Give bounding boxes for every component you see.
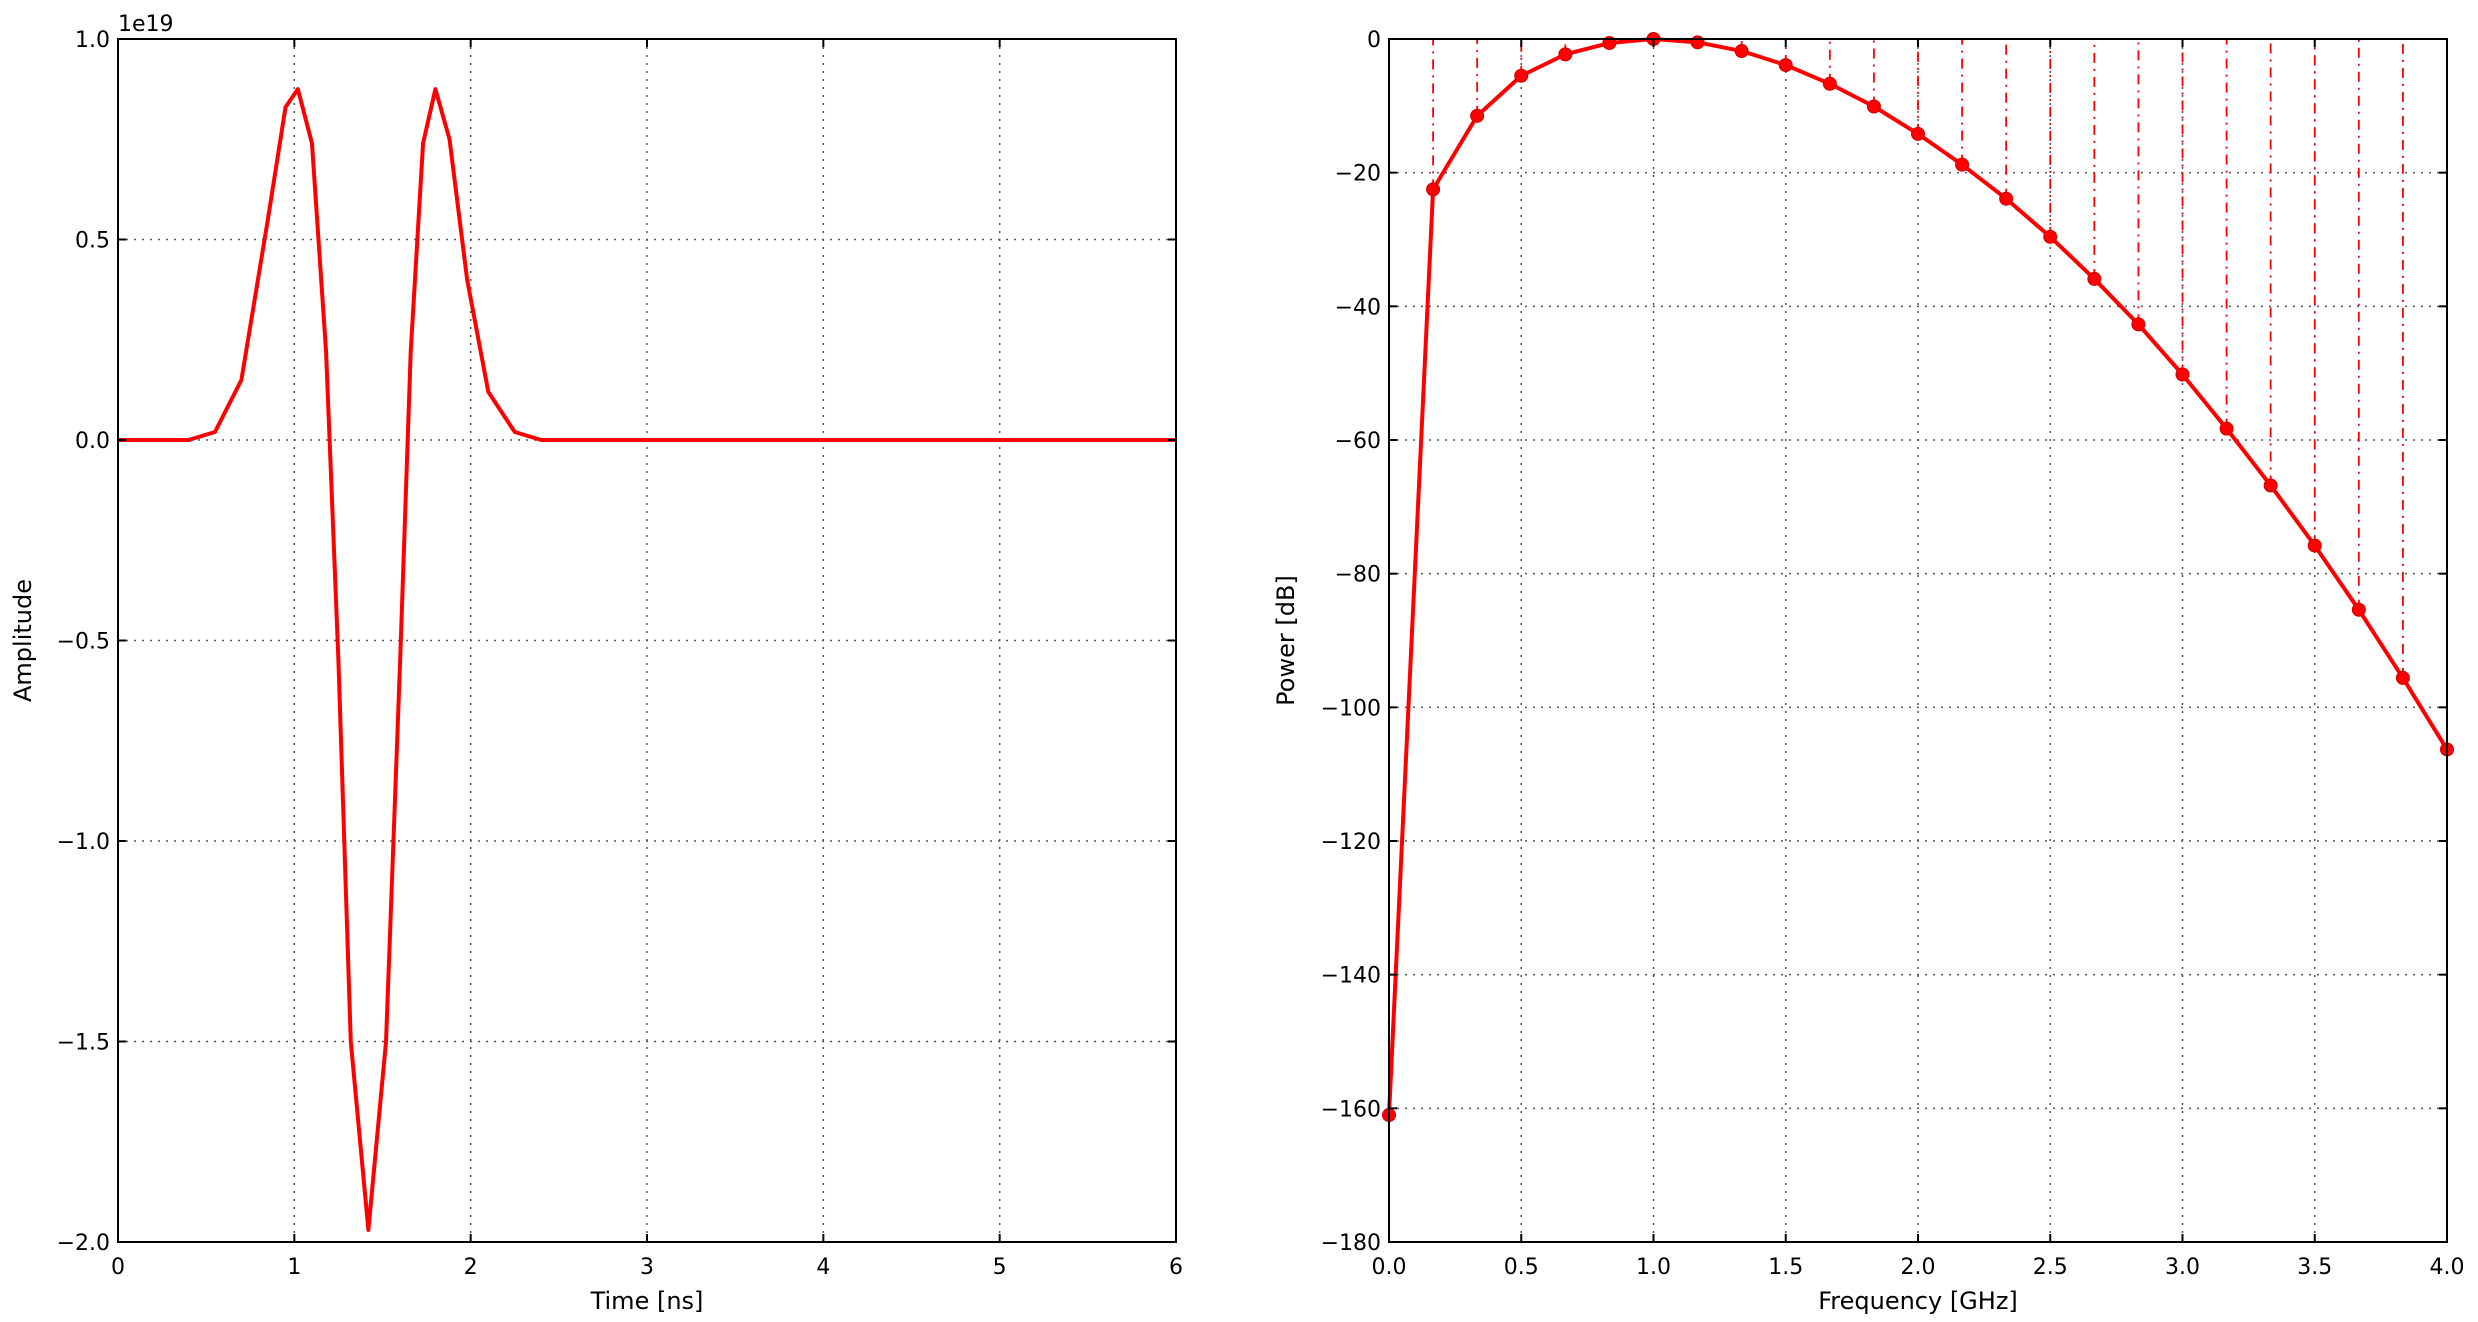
x-tick-label: 0.0 <box>1372 1255 1407 1280</box>
x-tick-label: 2.5 <box>2033 1255 2068 1280</box>
power-spectrum-markers <box>1382 32 2454 1123</box>
data-point <box>2351 602 2366 617</box>
data-point <box>1999 191 2014 206</box>
data-point <box>1558 47 1573 62</box>
y-tick-label: 0 <box>1367 28 1381 53</box>
data-point <box>1470 108 1485 123</box>
data-point <box>1955 157 1970 172</box>
data-point <box>1866 99 1881 114</box>
y-tick-label: 0.5 <box>75 229 110 254</box>
time-domain-chart: 0 1 2 3 4 5 6 −2.0 −1.5 −1.0 −0.5 0.0 0.5 1.0 1e19 Ti… <box>9 12 1183 1315</box>
data-point <box>2219 421 2234 436</box>
y-tick-label: −180 <box>1321 1231 1381 1256</box>
y-tick-label: −20 <box>1335 162 1381 187</box>
x-tick-label: 3.5 <box>2297 1255 2332 1280</box>
frequency-domain-chart: 0.0 0.5 1.0 1.5 2.0 2.5 3.0 3.5 4.0 −180 −160 −140 −… <box>1272 28 2465 1315</box>
y-tick-label: 0.0 <box>75 429 110 454</box>
x-tick-label: 1.5 <box>1768 1255 1803 1280</box>
x-tick-label: 5 <box>993 1255 1007 1280</box>
y-axis-label: Power [dB] <box>1272 575 1300 706</box>
y-tick-label: −140 <box>1321 964 1381 989</box>
data-point <box>1911 126 1925 141</box>
time-ticks: 0 1 2 3 4 5 6 −2.0 −1.5 −1.0 −0.5 0.0 0.5 1.0 <box>57 28 1183 1280</box>
x-tick-label: 0 <box>111 1255 125 1280</box>
data-point <box>2395 670 2410 685</box>
y-tick-label: −0.5 <box>57 630 110 655</box>
x-axis-label: Time [ns] <box>590 1287 704 1315</box>
x-tick-label: 1.0 <box>1636 1255 1671 1280</box>
data-point <box>2087 271 2102 286</box>
data-point <box>1734 44 1749 59</box>
y-tick-label: −80 <box>1335 563 1381 588</box>
y-tick-label: −100 <box>1321 696 1381 721</box>
y-tick-label: 1.0 <box>75 28 110 53</box>
frequency-grid <box>1388 38 2448 1243</box>
data-point <box>1690 35 1705 50</box>
y-tick-label: −1.5 <box>57 1031 110 1056</box>
x-tick-label: 4 <box>816 1255 830 1280</box>
y-tick-label: −60 <box>1335 429 1381 454</box>
data-point <box>1778 58 1793 73</box>
x-tick-label: 2 <box>464 1255 478 1280</box>
data-point <box>1514 68 1529 83</box>
y-tick-label: −2.0 <box>57 1231 110 1256</box>
data-point <box>1426 182 1441 197</box>
y-tick-label: −160 <box>1321 1097 1381 1122</box>
data-point <box>2131 317 2146 332</box>
x-tick-label: 2.0 <box>1901 1255 1936 1280</box>
data-point <box>2263 478 2278 493</box>
time-grid <box>117 38 1177 1243</box>
x-axis-label: Frequency [GHz] <box>1818 1287 2018 1315</box>
x-tick-label: 1 <box>287 1255 301 1280</box>
y-tick-label: −40 <box>1335 295 1381 320</box>
x-tick-label: 3 <box>640 1255 654 1280</box>
pulse-waveform-line <box>118 87 1176 1232</box>
y-tick-label: −120 <box>1321 830 1381 855</box>
x-tick-label: 4.0 <box>2430 1255 2465 1280</box>
y-axis-label: Amplitude <box>9 579 37 702</box>
frequency-ticks: 0.0 0.5 1.0 1.5 2.0 2.5 3.0 3.5 4.0 −180 −160 −140 −… <box>1321 28 2465 1280</box>
x-tick-label: 3.0 <box>2165 1255 2200 1280</box>
data-point <box>1822 76 1837 91</box>
data-point <box>2175 367 2190 382</box>
data-point <box>2043 229 2058 244</box>
x-tick-label: 6 <box>1169 1255 1183 1280</box>
x-tick-label: 0.5 <box>1504 1255 1539 1280</box>
y-offset-label: 1e19 <box>118 12 174 37</box>
y-tick-label: −1.0 <box>57 830 110 855</box>
data-point <box>2307 538 2322 553</box>
